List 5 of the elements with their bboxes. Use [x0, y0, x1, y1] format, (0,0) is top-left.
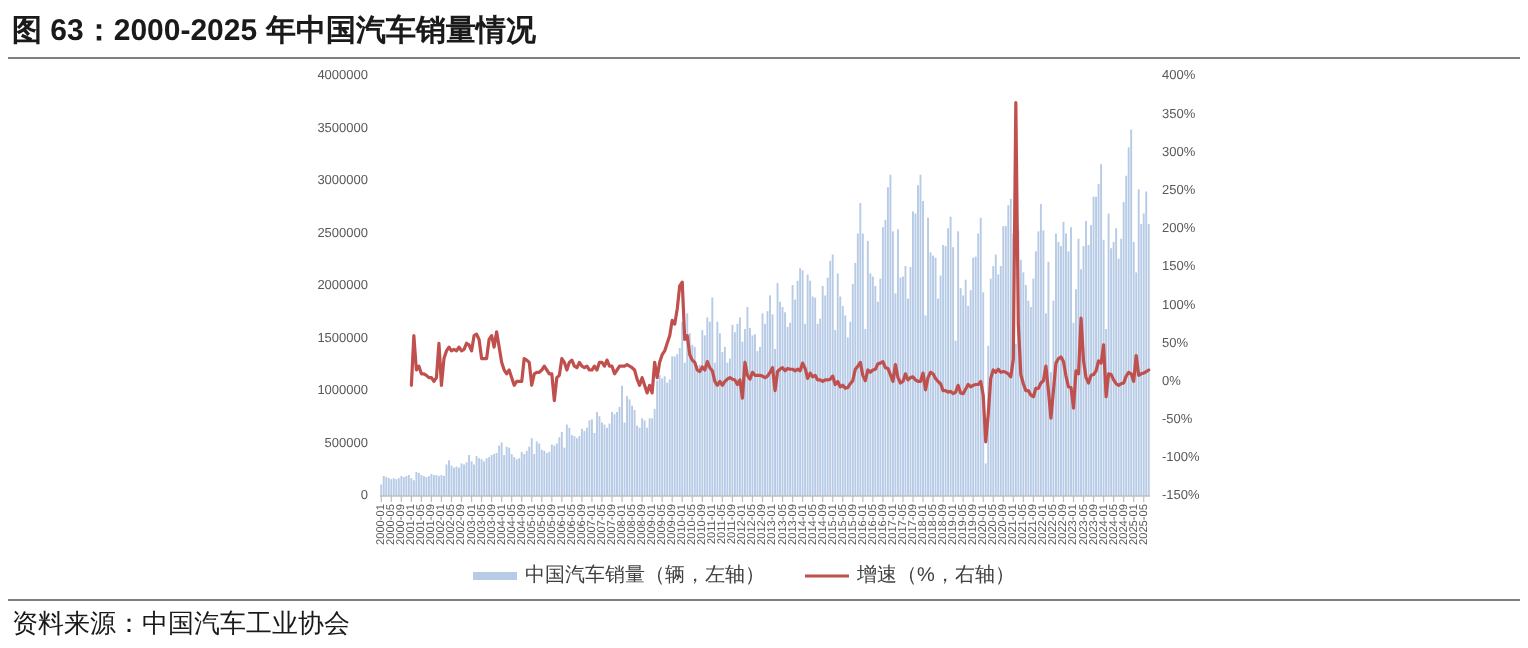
legend-label: 增速（%，右轴）: [855, 563, 1015, 588]
legend-label: 中国汽车销量（辆，左轴）: [525, 563, 765, 588]
text: 资料来源：中国汽车工业协会: [12, 608, 350, 638]
line-series: [409, 101, 1151, 444]
chart-title: 图 63：2000-2025 年中国汽车销量情况: [12, 12, 538, 48]
